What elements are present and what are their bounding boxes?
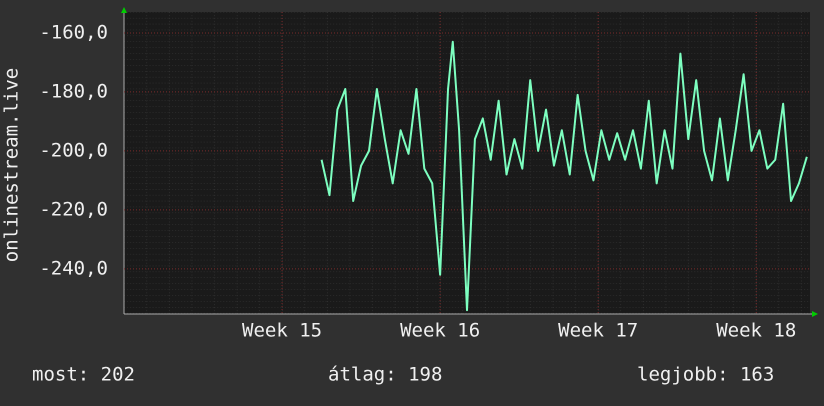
data-line [320, 40, 808, 312]
x-tick-label: Week 18 [716, 320, 796, 342]
x-arrow [812, 311, 818, 317]
x-tick-label: Week 16 [400, 320, 480, 342]
y-tick-label: -220,0 [39, 198, 108, 220]
y-axis-label: onlinestream.live [1, 68, 23, 262]
x-tick-label: Week 17 [558, 320, 638, 342]
stat-label: átlag: 198 [328, 364, 442, 386]
stat-label: legjobb: 163 [637, 364, 774, 386]
y-tick-label: -160,0 [39, 21, 108, 43]
y-tick-label: -180,0 [39, 80, 108, 102]
y-tick-label: -240,0 [39, 257, 108, 279]
y-tick-label: -200,0 [39, 139, 108, 161]
stat-label: most: 202 [32, 364, 135, 386]
x-tick-label: Week 15 [242, 320, 322, 342]
y-arrow [121, 7, 127, 13]
minor-grid [124, 12, 810, 314]
